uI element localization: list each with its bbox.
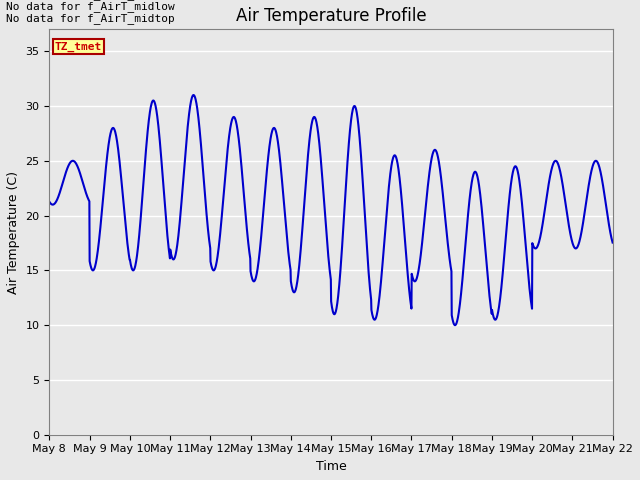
Y-axis label: Air Temperature (C): Air Temperature (C) — [7, 170, 20, 294]
Text: No data for f_AirT_midtop: No data for f_AirT_midtop — [6, 13, 175, 24]
Text: TZ_tmet: TZ_tmet — [55, 41, 102, 52]
Title: Air Temperature Profile: Air Temperature Profile — [236, 7, 426, 25]
X-axis label: Time: Time — [316, 460, 346, 473]
Text: No data for f_AirT_midlow: No data for f_AirT_midlow — [6, 1, 175, 12]
